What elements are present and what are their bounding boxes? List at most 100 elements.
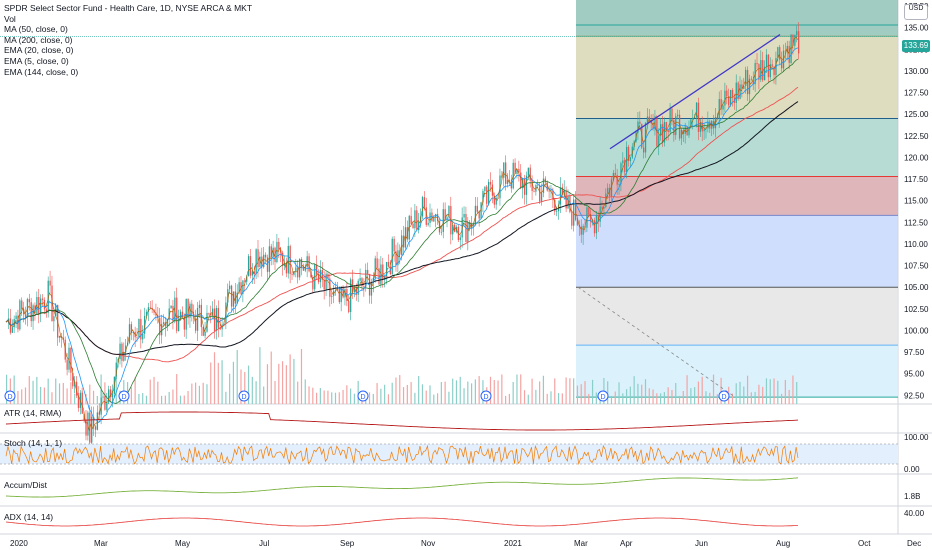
volume-bar	[792, 375, 794, 404]
volume-bar	[66, 388, 68, 404]
volume-bar	[444, 381, 446, 404]
volume-bar	[342, 389, 344, 404]
candle-body	[164, 322, 167, 327]
legend-ema20[interactable]: EMA (20, close, 0)	[4, 45, 74, 56]
volume-bar	[334, 392, 337, 404]
candle-body	[136, 337, 138, 338]
volume-bar	[478, 376, 480, 404]
time-tick-label: 2020	[10, 539, 28, 548]
volume-bar	[425, 390, 427, 404]
accumdist-pane-label[interactable]: Accum/Dist	[4, 480, 47, 490]
volume-bar	[89, 384, 91, 404]
stoch-pane-label[interactable]: Stoch (14, 1, 1)	[4, 438, 63, 448]
legend-ema144[interactable]: EMA (144, close, 0)	[4, 66, 79, 77]
volume-bar	[285, 365, 287, 404]
volume-bar	[293, 358, 295, 404]
candle-body	[446, 217, 448, 220]
candle-body	[571, 211, 573, 226]
time-tick-label: Jul	[259, 539, 269, 548]
candle-body	[735, 82, 737, 103]
candle-body	[684, 126, 686, 134]
candle-body	[236, 292, 238, 304]
candle-body	[246, 276, 248, 282]
candle-body	[561, 187, 564, 195]
fib-zone	[576, 36, 898, 119]
legend-ema5[interactable]: EMA (5, close, 0)	[4, 55, 69, 66]
candle-body	[748, 78, 751, 95]
legend-ma50[interactable]: MA (50, close, 0)	[4, 24, 68, 35]
candle-body	[374, 258, 376, 279]
time-tick-label: Mar	[574, 539, 588, 548]
price-tick-label: 92.50	[904, 391, 925, 400]
volume-bar	[501, 374, 503, 404]
volume-bar	[591, 379, 594, 404]
candle-body	[714, 116, 717, 129]
legend-ma200[interactable]: MA (200, close, 0)	[4, 34, 73, 45]
candle-body	[91, 416, 93, 443]
currency-badge[interactable]: USD	[904, 4, 928, 20]
candle-body	[416, 210, 418, 231]
candle-body	[703, 128, 705, 132]
candle-body	[722, 105, 724, 110]
candle-body	[331, 295, 333, 297]
ma50-line	[5, 58, 799, 404]
volume-bar	[788, 389, 790, 404]
candle-body	[593, 220, 596, 234]
volume-bar	[191, 383, 193, 404]
legend-vol[interactable]: Vol	[4, 13, 16, 24]
volume-bar	[705, 391, 707, 404]
candle-body	[247, 256, 250, 277]
candle-body	[510, 181, 512, 189]
volume-bar	[92, 390, 95, 404]
ma200-line	[5, 101, 799, 355]
candle-body	[433, 217, 435, 222]
candle-body	[673, 120, 675, 136]
candle-body	[489, 181, 492, 185]
volume-bar	[157, 381, 159, 404]
volume-bar	[387, 394, 390, 404]
candle-body	[308, 256, 310, 272]
candle-body	[230, 285, 233, 307]
fib-zone	[576, 215, 898, 288]
candle-body	[66, 359, 68, 370]
candle-body	[599, 206, 601, 222]
volume-bar	[716, 394, 718, 404]
dividend-marker: D	[480, 390, 492, 402]
volume-bar	[176, 374, 178, 404]
dividend-label: D	[483, 394, 488, 401]
candle-body	[62, 337, 65, 340]
adx-line	[5, 517, 798, 527]
volume-bar	[557, 393, 560, 404]
volume-bar	[576, 385, 579, 404]
candle-body	[397, 250, 399, 266]
candle-body	[612, 172, 615, 180]
candle-body	[493, 195, 495, 205]
candle-body	[503, 162, 505, 178]
adx-pane-label[interactable]: ADX (14, 14)	[4, 512, 54, 522]
candle-body	[729, 89, 732, 106]
volume-bar	[758, 384, 760, 404]
candle-body	[47, 280, 49, 313]
volume-bar	[402, 387, 405, 404]
accumdist-line	[5, 477, 799, 498]
price-tick-label: 102.50	[904, 305, 929, 314]
volume-bar	[463, 388, 465, 404]
candle-body	[660, 124, 662, 136]
candle-body	[745, 69, 747, 86]
candle-body	[85, 419, 87, 436]
volume-bar	[754, 391, 756, 404]
candle-body	[327, 273, 329, 279]
atr-pane-label[interactable]: ATR (14, RMA)	[4, 408, 62, 418]
volume-bar	[440, 381, 442, 404]
candle-body	[482, 191, 484, 203]
volume-bar	[697, 381, 700, 404]
candle-body	[140, 319, 142, 340]
candle-body	[559, 187, 562, 205]
volume-bar	[660, 393, 662, 404]
volume-bar	[682, 390, 684, 404]
candle-body	[741, 84, 743, 89]
candle-body	[204, 331, 206, 336]
candle-body	[102, 396, 104, 398]
volume-bar	[368, 392, 371, 404]
